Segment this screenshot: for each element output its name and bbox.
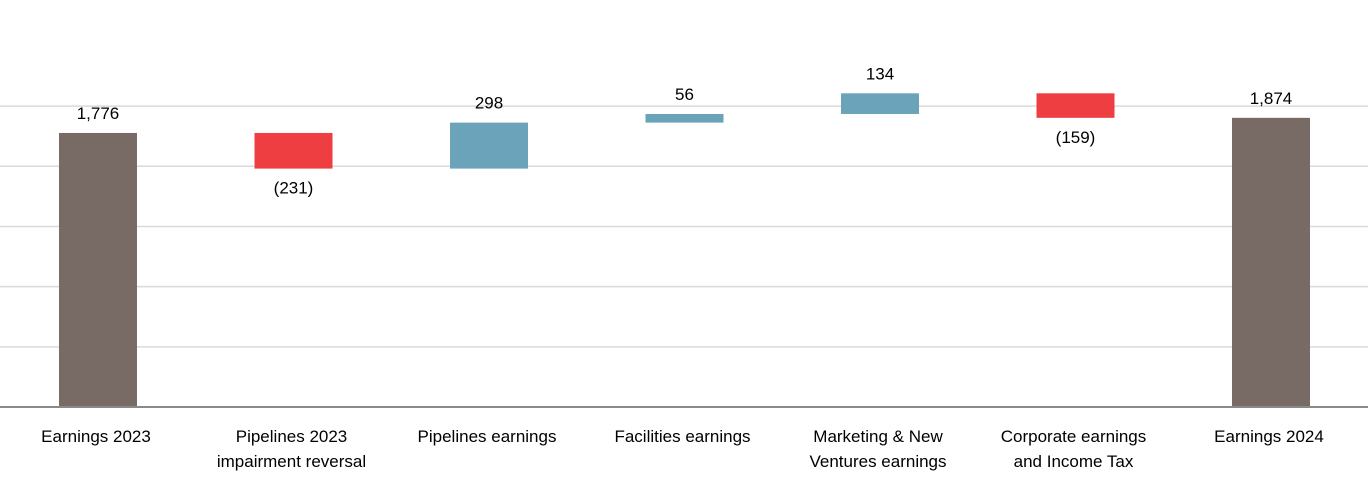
increase-bar — [841, 93, 919, 114]
x-tick-label: Marketing & New Ventures earnings — [809, 427, 946, 471]
decrease-bar — [254, 132, 333, 169]
bars — [59, 93, 1310, 407]
total-bar — [1232, 117, 1310, 407]
increase-bar — [645, 113, 724, 123]
increase-bar — [450, 122, 528, 169]
x-tick-label: Pipelines earnings — [418, 427, 557, 446]
total-bar — [59, 132, 137, 407]
data-label: 1,874 — [1250, 89, 1293, 108]
data-label: 1,776 — [77, 104, 120, 123]
data-label: 134 — [866, 64, 894, 83]
x-tick-label: Facilities earnings — [614, 427, 750, 446]
gridlines — [0, 105, 1368, 348]
data-label: 56 — [675, 85, 694, 104]
decrease-bar — [1036, 93, 1115, 118]
category-labels: Earnings 2023 Pipelines 2023 impairment re… — [41, 427, 1324, 471]
x-tick-label: Earnings 2024 — [1214, 427, 1324, 446]
data-label: (159) — [1056, 128, 1096, 147]
data-label: (231) — [274, 179, 314, 198]
x-tick-label: Earnings 2023 — [41, 427, 151, 446]
data-label: 298 — [475, 94, 503, 113]
x-tick-label: Pipelines 2023 impairment reversal — [217, 427, 366, 471]
x-tick-label: Corporate earnings and Income Tax — [1001, 427, 1147, 471]
value-labels: 1,776 (231) 298 56 134 (159) 1,874 — [77, 64, 1293, 197]
